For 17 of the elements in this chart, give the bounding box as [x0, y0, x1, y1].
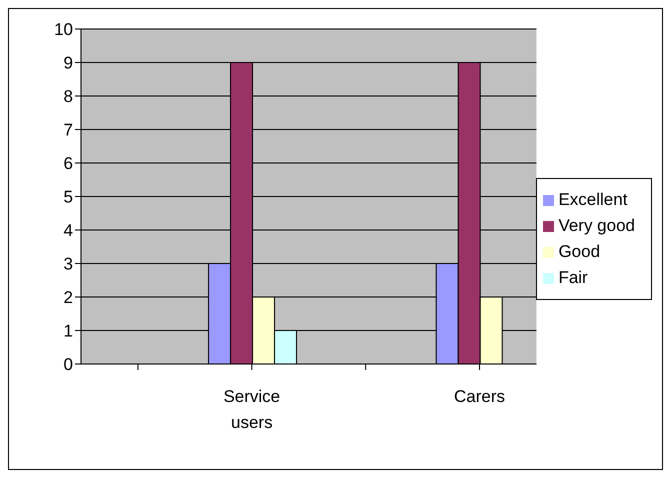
- y-tick-label: 1: [64, 322, 73, 341]
- y-tick-label: 7: [64, 120, 73, 140]
- y-tick-label: 2: [64, 288, 73, 308]
- y-tick-label: 4: [64, 221, 73, 240]
- y-tick-label: 3: [64, 254, 73, 274]
- y-tick-label: 8: [64, 87, 73, 106]
- y-tick-label: 0: [64, 355, 73, 374]
- x-tick-label: Service users: [223, 387, 280, 432]
- legend-label: Very good: [558, 216, 635, 235]
- y-tick-label: 10: [54, 20, 73, 40]
- y-tick-label: 5: [64, 188, 73, 207]
- legend-label: Excellent: [558, 190, 628, 209]
- x-tick-label: Carers: [454, 387, 506, 406]
- legend-label: Good: [558, 242, 600, 261]
- legend-label: Fair: [558, 268, 588, 287]
- y-tick-label: 6: [64, 154, 73, 174]
- y-tick-label: 9: [64, 54, 73, 73]
